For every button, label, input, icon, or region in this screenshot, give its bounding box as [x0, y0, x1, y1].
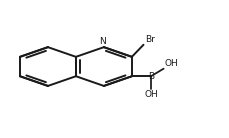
- Text: N: N: [99, 37, 105, 46]
- Text: B: B: [147, 72, 153, 81]
- Text: Br: Br: [144, 35, 154, 44]
- Text: OH: OH: [144, 90, 157, 99]
- Text: OH: OH: [164, 59, 178, 68]
